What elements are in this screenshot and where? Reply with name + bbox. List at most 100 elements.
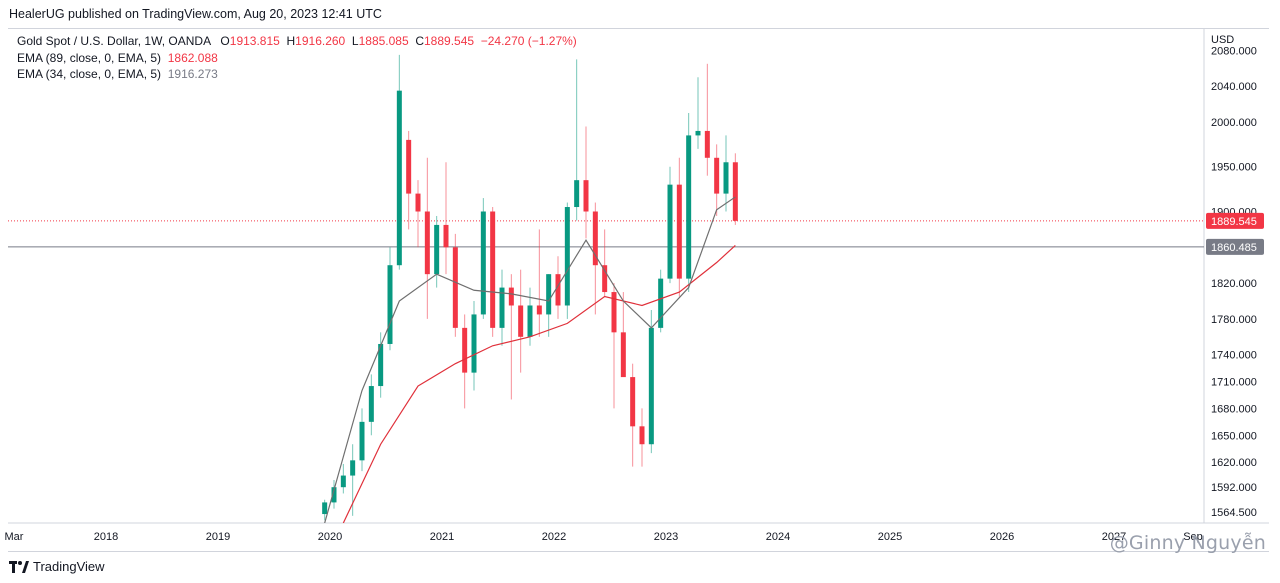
legend-ema89-row[interactable]: EMA (89, close, 0, EMA, 5) 1862.088 bbox=[17, 50, 577, 67]
candle-body bbox=[378, 343, 384, 387]
candle-body bbox=[322, 502, 328, 515]
candle-body bbox=[546, 274, 552, 315]
chart-legend: Gold Spot / U.S. Dollar, 1W, OANDA O1913… bbox=[17, 33, 577, 83]
ohlc-close-value: 1889.545 bbox=[424, 34, 475, 48]
candle-body bbox=[434, 224, 440, 275]
candle-body bbox=[396, 90, 402, 266]
price-tick-label: 2080.000 bbox=[1211, 45, 1257, 57]
symbol-title[interactable]: Gold Spot / U.S. Dollar, 1W, OANDA bbox=[17, 34, 211, 48]
time-tick-label: 2020 bbox=[318, 531, 342, 543]
candle-body bbox=[452, 247, 458, 328]
candle-body bbox=[695, 130, 701, 136]
ohlc-change: −24.270 (−1.27%) bbox=[480, 34, 577, 48]
candle-body bbox=[714, 157, 720, 194]
ohlc-open-value: 1913.815 bbox=[229, 34, 280, 48]
price-tick-label: 1620.000 bbox=[1211, 457, 1257, 469]
ohlc-open-label: O bbox=[220, 34, 230, 48]
candle-body bbox=[415, 193, 421, 212]
time-tick-label: 2023 bbox=[654, 531, 678, 543]
price-tick-label: 1820.000 bbox=[1211, 278, 1257, 290]
tradingview-brand: TradingView bbox=[33, 559, 105, 574]
ohlc-high-value: 1916.260 bbox=[295, 34, 346, 48]
ema34-label: EMA (34, close, 0, EMA, 5) bbox=[17, 67, 162, 81]
time-tick-label: 2026 bbox=[990, 531, 1014, 543]
candle-body bbox=[387, 265, 393, 344]
candle-body bbox=[331, 487, 337, 503]
candle-body bbox=[704, 130, 710, 158]
candle-body bbox=[555, 274, 561, 306]
horizontal-level-tag-text: 1860.485 bbox=[1211, 242, 1257, 254]
candle-body bbox=[723, 162, 729, 194]
chart-frame bbox=[8, 28, 1269, 552]
plot-area bbox=[8, 54, 1204, 523]
candle-body bbox=[443, 224, 449, 248]
candle-body bbox=[667, 184, 673, 279]
candle-body bbox=[564, 207, 570, 306]
price-axis-unit: USD bbox=[1211, 34, 1234, 46]
candle-body bbox=[406, 139, 412, 194]
candle-body bbox=[592, 211, 598, 266]
candle-body bbox=[368, 386, 374, 422]
ema89-line bbox=[342, 244, 736, 523]
candle-body bbox=[340, 475, 346, 488]
time-tick-label: 2022 bbox=[542, 531, 566, 543]
price-tick-label: 2000.000 bbox=[1211, 117, 1257, 129]
candle-body bbox=[424, 211, 430, 275]
legend-ohlc-row: Gold Spot / U.S. Dollar, 1W, OANDA O1913… bbox=[17, 33, 577, 50]
candle-body bbox=[630, 377, 636, 427]
time-tick-label: 2021 bbox=[430, 531, 454, 543]
candle-body bbox=[480, 211, 486, 315]
current-price-tag-box bbox=[1206, 212, 1264, 229]
time-tick-label: 2024 bbox=[766, 531, 790, 543]
time-tick-label: 2019 bbox=[206, 531, 230, 543]
published-by-line: HealerUG published on TradingView.com, A… bbox=[9, 7, 382, 21]
ema89-label: EMA (89, close, 0, EMA, 5) bbox=[17, 50, 162, 65]
price-tick-label: 1710.000 bbox=[1211, 377, 1257, 389]
footer-bar: TradingView @Ginny Nguyễn bbox=[0, 532, 1280, 583]
candle-body bbox=[350, 460, 356, 476]
candle-body bbox=[732, 162, 738, 221]
time-tick-label: 2018 bbox=[94, 531, 118, 543]
time-tick-label: 2027 bbox=[1102, 531, 1126, 543]
candle-body bbox=[602, 265, 608, 293]
candle-body bbox=[658, 278, 664, 328]
price-tick-label: 1740.000 bbox=[1211, 350, 1257, 362]
price-tick-label: 1592.000 bbox=[1211, 482, 1257, 494]
candle-body bbox=[490, 211, 496, 328]
candle-body bbox=[574, 180, 580, 208]
price-tick-label: 1780.000 bbox=[1211, 314, 1257, 326]
candle-body bbox=[508, 287, 514, 306]
candle-body bbox=[499, 287, 505, 328]
tradingview-logo-icon bbox=[9, 560, 29, 573]
time-tick-label: Mar bbox=[5, 531, 24, 543]
tradingview-logo[interactable]: TradingView bbox=[9, 559, 105, 574]
price-tick-label: 2040.000 bbox=[1211, 81, 1257, 93]
candle-body bbox=[620, 332, 626, 378]
candle-body bbox=[462, 327, 468, 373]
horizontal-level-tag-box bbox=[1206, 238, 1264, 255]
legend-ema34-row[interactable]: EMA (34, close, 0, EMA, 5) 1916.273 bbox=[17, 66, 577, 83]
candle-body bbox=[648, 327, 654, 445]
time-tick-label: Sep bbox=[1183, 531, 1203, 543]
price-tick-label: 1680.000 bbox=[1211, 403, 1257, 415]
ema34-value: 1916.273 bbox=[167, 67, 218, 81]
candle-body bbox=[676, 184, 682, 279]
candle-body bbox=[611, 292, 617, 333]
candle-body bbox=[536, 305, 542, 315]
time-tick-label: 2025 bbox=[878, 531, 902, 543]
author-watermark: @Ginny Nguyễn bbox=[1109, 532, 1266, 554]
candle-body bbox=[518, 305, 524, 337]
current-price-tag-text: 1889.545 bbox=[1211, 216, 1257, 228]
ohlc-high-label: H bbox=[286, 34, 296, 48]
candle-body bbox=[583, 180, 589, 212]
ohlc-close-label: C bbox=[415, 34, 424, 48]
candle-body bbox=[471, 314, 477, 373]
price-tick-label: 1950.000 bbox=[1211, 162, 1257, 174]
candle-body bbox=[639, 426, 645, 445]
ohlc-low-value: 1885.085 bbox=[358, 34, 409, 48]
ohlc-low-label: L bbox=[351, 34, 359, 48]
candle-body bbox=[527, 305, 533, 337]
price-tick-label: 1650.000 bbox=[1211, 430, 1257, 442]
candle-body bbox=[686, 135, 692, 279]
